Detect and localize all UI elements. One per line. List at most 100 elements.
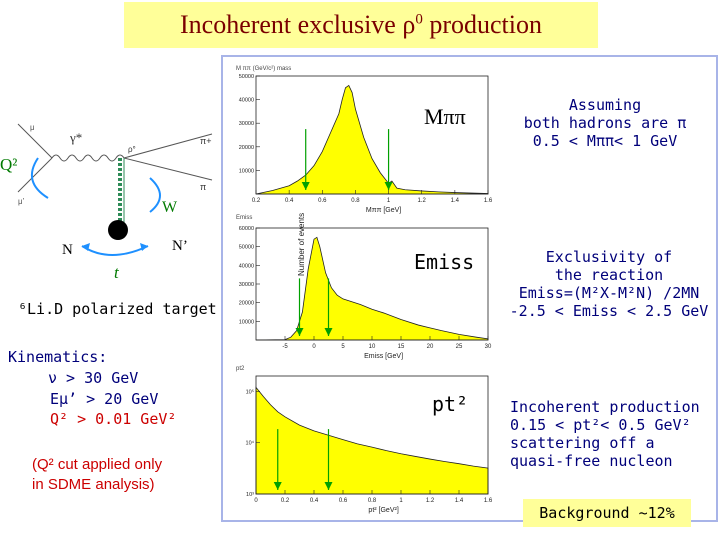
plot3-xtick-label: 0.2 [281,498,290,504]
incoherent-line-1: Incoherent production [510,398,700,416]
n-in-label: N [62,242,73,258]
plot2-ytick-label: 40000 [239,263,254,269]
plot3-cut-arrow [273,482,282,490]
assuming-line-2: both hadrons are π [523,114,687,132]
pion-minus-line [123,157,213,181]
plot1-xlabel: Mππ [GeV] [366,207,401,214]
gamma-star-label: γ* [69,130,82,145]
background-text: Background ~12% [539,504,675,522]
plot2-xtick-label: 10 [369,344,376,350]
plot1-ytick-label: 20000 [239,145,254,151]
incoherent-note: Incoherent production 0.15 < pt²< 0.5 Ge… [510,398,716,470]
assuming-line-1: Assuming [568,96,642,114]
pion-plus-line [123,133,213,159]
plot3-xtick-label: 1.6 [484,498,493,504]
feynman-diagram: μ μ’ γ* π+ π ρ° Q² W N N’ t [0,123,213,282]
exclusivity-note: Exclusivity of the reaction Emiss=(M²X-M… [500,248,718,320]
plot3-xtick-label: 0.4 [310,498,319,504]
plot3-xtick-label: 1.2 [426,498,435,504]
kinematics-heading: Kinematics: [8,348,108,366]
title-tail: production [422,10,542,39]
title-main: Incoherent exclusive ρ [180,10,416,39]
target-label: ⁶Li.D polarized target [18,300,217,318]
plot2-ytick-label: 50000 [239,245,254,251]
plot3-ytick-label: 10⁴ [246,440,255,447]
plot2-ytick-label: 60000 [239,226,254,232]
pi-minus-label: π [200,182,206,192]
plot3-xlabel: pt² [GeV²] [368,507,398,514]
exclusivity-line-1: Exclusivity of [545,248,673,266]
plot2-xtick-label: 15 [398,344,405,350]
w-label: W [162,199,178,216]
plot1-xtick-label: 1.2 [418,198,427,204]
plot3-corner: pt2 [236,366,245,372]
plot2-cut-arrow [295,328,304,336]
kinematics-q2: Q² > 0.01 GeV² [50,410,177,428]
plot1-xtick-label: 0.4 [285,198,294,204]
plot2-ytick-label: 20000 [239,301,254,307]
plot2-xtick-label: 25 [456,344,463,350]
plot1-xtick-label: 0.8 [351,198,360,204]
plot3-cut-arrow [324,482,333,490]
rho-label: ρ° [128,145,136,154]
incoherent-line-2: 0.15 < pt²< 0.5 GeV² [510,416,691,434]
assuming-line-3: 0.5 < Mππ< 1 GeV [532,132,678,150]
incoherent-line-3: scattering off a [510,434,655,452]
plot3-xtick-label: 0.6 [339,498,348,504]
plot3-xtick-label: 0 [254,498,258,504]
q2-label: Q² [0,155,17,174]
background-box: Background ~12% [523,499,691,527]
exclusivity-line-4: -2.5 < Emiss < 2.5 GeV [509,302,709,320]
plots-group: 0.2 0.4 0.6 0.8 1 1.2 1.4 1.6 10000 20000 30000 400… [239,74,493,514]
plot1-ytick-label: 30000 [239,121,254,127]
plot2-xtick-label: 0 [312,344,316,350]
exclusivity-line-3: Emiss=(M²X-M²N) /2MN [518,284,700,302]
plot1-xtick-label: 1 [387,198,391,204]
plot2-ytick-label: 30000 [239,282,254,288]
plot1-ytick-label: 50000 [239,74,254,80]
plot3-ytick-label: 10⁵ [246,388,254,395]
incoherent-line-4: quasi-free nucleon [510,452,673,470]
plots-svg: 0.2 0.4 0.6 0.8 1 1.2 1.4 1.6 10000 20000 30000 400… [236,66,493,514]
title-superscript: 0 [415,11,423,28]
slide-title: Incoherent exclusive ρ0 production [180,10,542,40]
plot1-ytick-label: 40000 [239,98,254,104]
w-arrow [149,177,161,213]
plot1-frame [255,75,489,195]
muon-in-line [17,123,53,159]
plot1-ytick-label: 10000 [239,168,254,174]
plot3-xtick-label: 1.4 [455,498,464,504]
plot1-xtick-label: 1.6 [484,198,493,204]
plot2-area [255,236,489,341]
plot3-xtick-label: 1 [399,498,403,504]
plot1-xtick-label: 1.4 [451,198,460,204]
exclusivity-line-2: the reaction [554,266,664,284]
plot2-xtick-label: 30 [485,344,492,350]
plot3-ytick-label: 10³ [246,492,254,498]
pi-plus-label: π+ [200,136,211,146]
plot2-corner: Emiss [236,215,252,221]
kinematics-emu: Eμ’ > 20 GeV [50,390,159,408]
plot3-xtick-label: 0.8 [368,498,377,504]
plot1-cut-arrow [384,182,393,190]
mu-out-label: μ’ [18,197,25,206]
m-pipi-label: Mππ [424,104,466,129]
plot2-xtick-label: -5 [282,344,288,350]
mu-in-label: μ [30,123,35,132]
t-arrow [81,245,149,256]
t-label: t [114,263,120,282]
q2-note-1: (Q² cut applied only [32,456,163,473]
q2-arrow [30,157,49,199]
kinematics-nu: ν > 30 GeV [48,369,139,387]
emiss-label: Emiss [414,250,475,274]
q2-note-2: in SDME analysis) [32,476,155,493]
plot1-area [255,84,489,195]
plot1-xtick-label: 0.6 [318,198,327,204]
plot3-area [255,386,489,495]
t-arrowhead-right [140,243,148,251]
t-arrowhead-left [82,243,90,251]
plot2-cut-arrow [324,328,333,336]
y-axis-label: Number of events [297,213,306,276]
plots-frame [221,55,718,522]
plot1-title: M ππ (GeV/c²) mass [236,66,291,72]
